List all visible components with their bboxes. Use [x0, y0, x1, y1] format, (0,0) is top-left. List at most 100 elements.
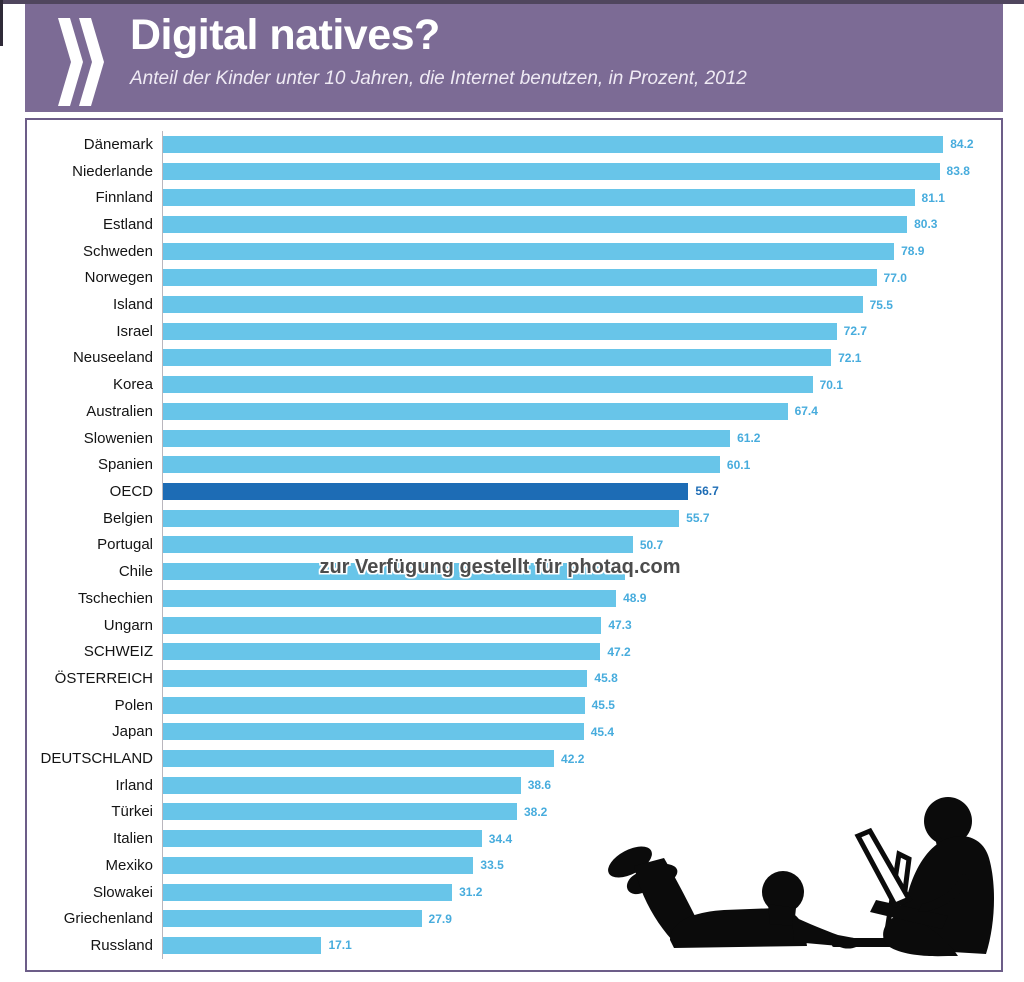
bar-value: 72.7 [843, 324, 868, 339]
bar-track: 72.1 [162, 344, 997, 372]
bar-value: 60.1 [726, 457, 751, 472]
bar-label: Ungarn [103, 616, 153, 634]
bar-track: 31.2 [162, 878, 997, 906]
bar-value: 38.6 [527, 778, 552, 793]
bar-label: Mexiko [105, 856, 153, 874]
bar [163, 643, 601, 661]
bar-row: Israel 72.7 [27, 317, 997, 345]
bar-value: 27.9 [428, 911, 452, 926]
header-titles: Digital natives? Anteil der Kinder unter… [130, 12, 747, 90]
bar-label: SCHWEIZ [83, 643, 153, 661]
bar-label: Australien [86, 402, 153, 420]
bar-track: 78.9 [162, 237, 997, 265]
bar-label: Finnland [95, 189, 153, 207]
bar-label: Chile [118, 563, 153, 581]
bar-track: 75.5 [162, 291, 997, 318]
bar [163, 135, 944, 153]
bar-label: Tschechien [77, 589, 153, 607]
bar [163, 509, 680, 527]
bar [163, 402, 788, 420]
bar-row: Norwegen 77.0 [27, 264, 997, 292]
bar [163, 429, 731, 447]
bar-label: Schweden [82, 242, 153, 260]
bar-value: 42.2 [561, 751, 585, 766]
bar-label: Estland [102, 215, 153, 233]
bar-track: 83.8 [162, 157, 997, 185]
bar-value: 72.1 [838, 350, 862, 365]
bar-track: 56.7 [162, 478, 997, 505]
bar [163, 349, 832, 367]
bar-value: 56.7 [695, 484, 719, 499]
bar-row: Estland 80.3 [27, 211, 997, 238]
bar-oecd-highlight [163, 482, 689, 500]
watermark: zur Verfügung gestellt für photaq.com [319, 556, 681, 578]
bar-label: Slowenien [83, 429, 153, 447]
bar [163, 322, 837, 340]
bar-value: 55.7 [686, 511, 710, 526]
bar-row: Türkei 38.2 [27, 798, 997, 826]
bar-track: 47.3 [162, 611, 997, 639]
bar-value: 83.8 [946, 164, 970, 179]
bar-track: 67.4 [162, 398, 997, 425]
bar [163, 830, 482, 848]
bar-label: Spanien [97, 456, 153, 474]
bar [163, 215, 908, 233]
bar-track [162, 558, 997, 585]
bar-value: 75.5 [869, 297, 893, 312]
bar-value: 17.1 [328, 938, 352, 953]
bar-row: OECD 56.7 [27, 478, 997, 505]
bar-label: Irland [115, 776, 153, 794]
bar-track: 81.1 [162, 184, 997, 212]
bar-row: Russland 17.1 [27, 932, 997, 959]
bar-label: Italien [112, 830, 153, 848]
bar-label: Neuseeland [72, 349, 153, 367]
bar-label: Island [112, 296, 153, 314]
bar [163, 696, 585, 714]
bar-row: Neuseeland 72.1 [27, 344, 997, 372]
bar [163, 536, 633, 554]
bar [163, 162, 940, 180]
bar-label: Israel [116, 322, 153, 340]
bar-value: 67.4 [794, 404, 818, 419]
bar-row: ÖSTERREICH 45.8 [27, 665, 997, 692]
bar-track: 48.9 [162, 584, 997, 612]
bar-track: 72.7 [162, 317, 997, 345]
bar [163, 376, 813, 394]
bar [163, 910, 422, 928]
bar-track: 34.4 [162, 825, 997, 852]
bar [163, 803, 517, 821]
bar-row: Slowakei 31.2 [27, 878, 997, 906]
bar-value: 47.2 [607, 644, 631, 659]
bar-row: Korea 70.1 [27, 371, 997, 399]
bar-value: 84.2 [950, 137, 974, 152]
bar-track: 38.6 [162, 771, 997, 799]
bar-row: Slowenien 61.2 [27, 424, 997, 452]
bar-track: 77.0 [162, 264, 997, 292]
bar [163, 242, 895, 260]
oecd-chevron-logo-icon [58, 18, 104, 106]
bar-label: Korea [112, 376, 153, 394]
bar-row: Ungarn 47.3 [27, 611, 997, 639]
bar-track: 50.7 [162, 531, 997, 559]
bar-value: 33.5 [480, 858, 504, 873]
bar-track: 80.3 [162, 211, 997, 238]
bar-label: ÖSTERREICH [54, 669, 153, 687]
bar-track: 45.8 [162, 665, 997, 692]
bar-track: 55.7 [162, 504, 997, 532]
bar-track: 45.4 [162, 718, 997, 746]
bar [163, 723, 584, 741]
bar-value: 45.4 [590, 724, 615, 739]
bar-row: Mexiko 33.5 [27, 851, 997, 879]
bar-value: 31.2 [459, 885, 483, 900]
bar-value: 48.9 [623, 591, 647, 606]
bar-track: 33.5 [162, 851, 997, 879]
bar-value: 61.2 [737, 431, 761, 446]
bar-track: 17.1 [162, 932, 997, 959]
bar-track: 84.2 [162, 131, 997, 158]
bar-label: Japan [112, 723, 153, 741]
bar-row: Griechenland 27.9 [27, 905, 997, 933]
bar-row: Belgien 55.7 [27, 504, 997, 532]
bar [163, 189, 915, 207]
children-with-laptops-illustration [608, 797, 995, 957]
